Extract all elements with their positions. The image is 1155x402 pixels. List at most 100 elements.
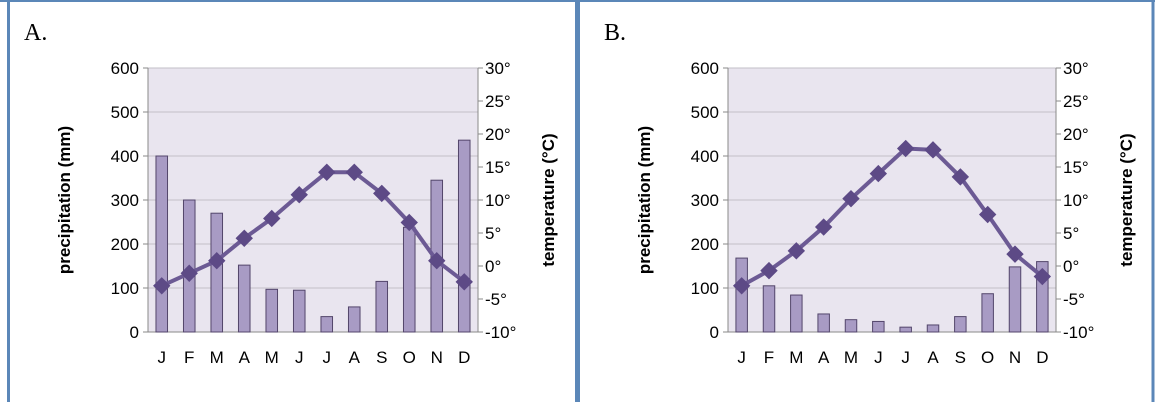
temperature-point (180, 264, 198, 282)
precip-bar (347, 306, 361, 333)
temperature-point (924, 141, 942, 159)
x-tick-label: J (874, 348, 883, 367)
y-tick-label: 500 (111, 103, 139, 122)
temperature-point (455, 273, 473, 291)
x-tick-label: J (737, 348, 746, 367)
y2-tick-label: 15° (485, 158, 511, 177)
temperature-point (290, 186, 308, 204)
x-tick-label: J (901, 348, 910, 367)
x-tick-label: D (458, 348, 470, 367)
y2-tick-label: 10° (1063, 191, 1089, 210)
y-tick-label: 0 (710, 323, 719, 342)
x-tick-label: M (210, 348, 224, 367)
y2-axis-title: temperature (°C) (539, 133, 558, 266)
precip-bar (375, 280, 389, 333)
y-tick-label: 600 (111, 59, 139, 78)
temperature-point (1033, 267, 1052, 286)
precip-bar (320, 316, 334, 333)
x-tick-label: S (955, 348, 966, 367)
temperature-point (814, 218, 833, 236)
y2-tick-label: 15° (1063, 158, 1089, 177)
y-tick-label: 100 (111, 279, 139, 298)
y-tick-label: 500 (691, 103, 719, 122)
y2-tick-label: 20° (485, 125, 511, 144)
y2-tick-label: -10° (1063, 323, 1094, 342)
x-tick-label: M (844, 348, 858, 367)
y2-tick-label: 0° (485, 257, 501, 276)
y-tick-label: 300 (111, 191, 139, 210)
temperature-point (1006, 245, 1024, 263)
y2-axis-title: temperature (°C) (1117, 133, 1136, 266)
y2-tick-label: 30° (1063, 59, 1089, 78)
precip-bar (899, 326, 912, 333)
y2-tick-label: 10° (485, 191, 511, 210)
x-tick-label: D (1036, 348, 1048, 367)
x-tick-label: A (927, 348, 939, 367)
precip-bar (790, 294, 803, 333)
x-tick-label: M (265, 348, 279, 367)
y-tick-label: 100 (691, 279, 719, 298)
x-tick-label: S (376, 348, 387, 367)
temperature-point (428, 252, 446, 270)
temperature-point (978, 205, 997, 224)
precip-bar (926, 324, 940, 333)
precip-bar (210, 212, 224, 333)
precip-bar (1036, 261, 1049, 333)
precip-bar (981, 293, 994, 333)
y-tick-label: 400 (111, 147, 139, 166)
y-tick-label: 0 (130, 323, 139, 342)
y-tick-label: 600 (691, 59, 719, 78)
x-tick-label: J (295, 348, 304, 367)
panel-a-label: A. (24, 20, 48, 46)
y2-tick-label: 5° (485, 224, 501, 243)
panel-b-label: B. (604, 20, 627, 46)
x-tick-label: F (764, 348, 774, 367)
y2-tick-label: 25° (485, 92, 511, 111)
temperature-point (235, 229, 253, 247)
y-tick-label: 200 (111, 235, 139, 254)
precip-bar (817, 313, 830, 333)
x-tick-label: O (981, 348, 994, 367)
precip-bar (1008, 266, 1022, 333)
temperature-point (787, 242, 806, 260)
temperature-point (263, 209, 281, 228)
precip-bar (735, 257, 748, 333)
x-tick-label: A (239, 348, 251, 367)
precip-bar (954, 316, 967, 333)
chart-b: 0 100 200 300 400 500 600 -10° -5° 0° 5° 10° 15° 20° 2… (635, 59, 1136, 367)
temperature-point (869, 164, 888, 183)
x-tick-label: A (349, 348, 361, 367)
y2-tick-label: -5° (485, 290, 507, 309)
precip-bar (265, 288, 279, 333)
temperature-point (153, 277, 171, 295)
x-tick-label: N (431, 348, 443, 367)
y2-tick-label: 30° (485, 59, 511, 78)
y2-tick-label: 25° (1063, 92, 1089, 111)
temperature-point (842, 189, 860, 208)
precip-bar (844, 319, 858, 333)
precip-bar (762, 285, 776, 333)
chart-a: 0 100 200 300 400 500 600 -10° -5° 0° 5° 10° 15° 20° 2… (55, 59, 558, 367)
y-tick-label: 400 (691, 147, 719, 166)
temperature-point (345, 163, 363, 181)
y2-tick-label: -10° (485, 323, 516, 342)
x-tick-label: N (1009, 348, 1021, 367)
temperature-point (400, 213, 418, 232)
y-tick-label: 300 (691, 191, 719, 210)
y2-tick-label: 20° (1063, 125, 1089, 144)
x-tick-label: A (818, 348, 830, 367)
x-tick-label: O (403, 348, 416, 367)
precip-bar (872, 320, 885, 333)
precip-bar (457, 139, 471, 333)
y-axis-title: precipitation (mm) (635, 126, 654, 274)
y2-tick-label: 5° (1063, 224, 1079, 243)
y2-tick-label: 0° (1063, 257, 1079, 276)
temperature-point (373, 184, 391, 203)
x-tick-label: J (323, 348, 332, 367)
precip-bar (292, 289, 306, 333)
precip-bar (237, 264, 251, 333)
temperature-point (951, 168, 970, 186)
